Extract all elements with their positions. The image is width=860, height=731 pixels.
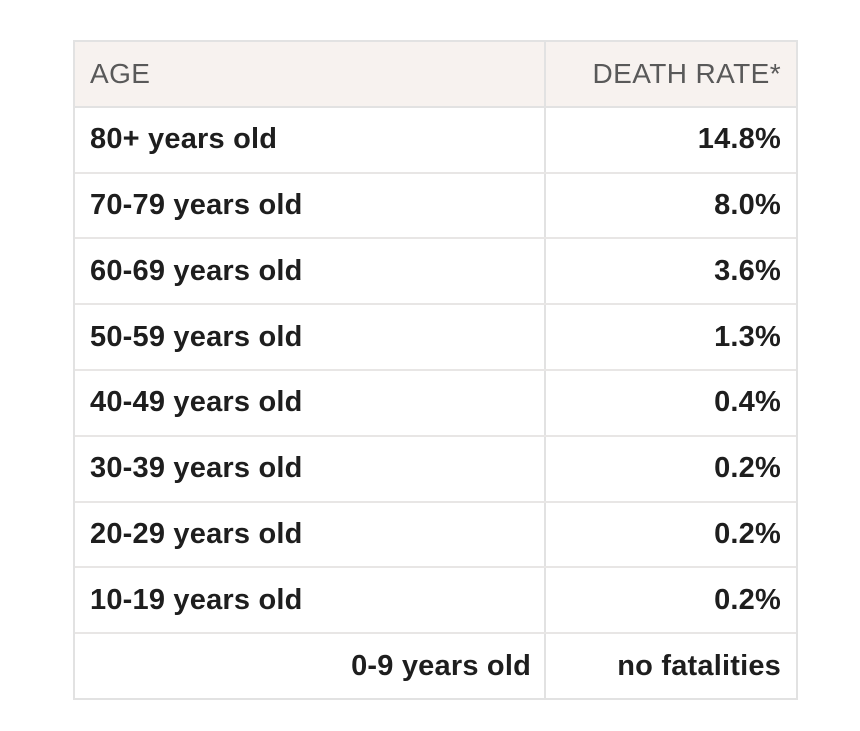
age-column-header: AGE [75, 42, 544, 106]
age-cell: 20-29 years old [90, 517, 303, 550]
death-rate-cell: 0.4% [544, 370, 796, 435]
death-rate-column-header: DEATH RATE* [544, 42, 796, 106]
death-rate-cell: 0.2% [544, 568, 796, 633]
table-row: 50-59 years old 1.3% [75, 305, 796, 371]
death-rate-cell: no fatalities [544, 634, 796, 698]
age-cell: 40-49 years old [90, 386, 303, 419]
death-rate-cell: 14.8% [544, 107, 796, 172]
age-cell: 50-59 years old [90, 320, 303, 353]
age-cell: 10-19 years old [90, 583, 303, 616]
table-row: 0-9 years old no fatalities [75, 634, 796, 698]
death-rate-by-age-table: AGE DEATH RATE* 80+ years old 14.8% 70-7… [73, 40, 798, 700]
age-cell: 0-9 years old [351, 649, 531, 682]
death-rate-cell: 8.0% [544, 173, 796, 238]
table-row: 30-39 years old 0.2% [75, 436, 796, 503]
table-row: 10-19 years old 0.2% [75, 568, 796, 635]
table-row: 60-69 years old 3.6% [75, 239, 796, 306]
table-header-row: AGE DEATH RATE* [75, 42, 796, 108]
age-cell: 70-79 years old [90, 188, 303, 221]
age-cell: 30-39 years old [90, 452, 303, 485]
table-row: 20-29 years old 0.2% [75, 502, 796, 569]
age-cell: 60-69 years old [90, 254, 303, 287]
table-row: 80+ years old 14.8% [75, 107, 796, 174]
death-rate-cell: 1.3% [544, 305, 796, 369]
age-cell: 80+ years old [90, 123, 278, 156]
death-rate-cell: 0.2% [544, 502, 796, 567]
table-row: 70-79 years old 8.0% [75, 173, 796, 240]
death-rate-cell: 3.6% [544, 239, 796, 304]
table-row: 40-49 years old 0.4% [75, 370, 796, 437]
death-rate-cell: 0.2% [544, 436, 796, 501]
